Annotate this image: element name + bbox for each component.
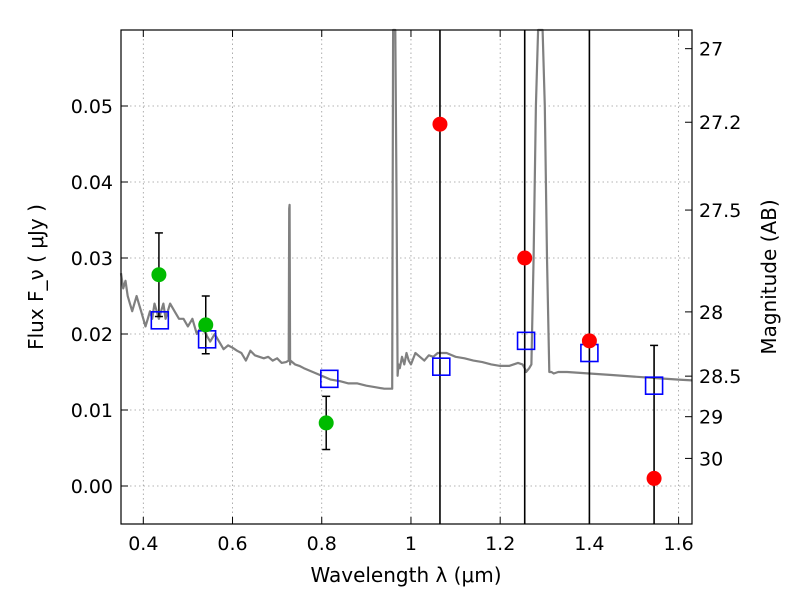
- mag-tick-label: 27: [699, 39, 723, 61]
- x-tick-label: 1.6: [664, 533, 694, 555]
- mag-tick-label: 29: [699, 407, 723, 429]
- upper-limit-point: [646, 470, 662, 486]
- mag-tick-label: 30: [699, 448, 723, 470]
- x-tick-label: 0.8: [307, 533, 337, 555]
- x-axis-label: Wavelength λ (μm): [310, 563, 501, 587]
- model-point: [150, 311, 170, 330]
- plot-area: [119, 28, 693, 524]
- x-tick-label: 1: [405, 533, 417, 555]
- y-tick-label: 0.02: [71, 324, 113, 346]
- y-tick-label: 0.05: [71, 96, 113, 118]
- y-tick-label: 0.01: [71, 400, 113, 422]
- y-axis-label: Flux F_ν ( μJy ): [24, 204, 48, 350]
- axis-ticks: 0.4 0.6 0.8 1 1.2 1.4 1.6 0.00 0.01 0.02 0.03 0.04 0…: [71, 30, 741, 555]
- detection-point: [198, 317, 214, 333]
- model-point: [320, 369, 339, 389]
- y-tick-label: 0.00: [71, 476, 113, 498]
- x-tick-label: 0.4: [128, 533, 158, 555]
- y-tick-label: 0.03: [71, 248, 113, 270]
- upper-limit-point: [432, 116, 448, 132]
- x-tick-label: 1.4: [574, 533, 604, 555]
- model-point: [431, 357, 451, 376]
- detection-point: [318, 415, 334, 431]
- model-point: [644, 376, 664, 395]
- y2-axis-label: Magnitude (AB): [757, 199, 781, 354]
- mag-tick-label: 28: [699, 302, 723, 324]
- upper-limit-point: [517, 250, 533, 266]
- mag-tick-label: 28.5: [699, 366, 741, 388]
- x-tick-label: 1.2: [485, 533, 515, 555]
- detection-point: [151, 267, 167, 283]
- y-tick-label: 0.04: [71, 172, 113, 194]
- mag-tick-label: 27.5: [699, 200, 741, 222]
- model-point: [516, 331, 536, 351]
- mag-tick-label: 27.2: [699, 112, 741, 134]
- plot-frame: [120, 29, 693, 525]
- upper-limit-point: [581, 333, 597, 349]
- x-tick-label: 0.6: [217, 533, 247, 555]
